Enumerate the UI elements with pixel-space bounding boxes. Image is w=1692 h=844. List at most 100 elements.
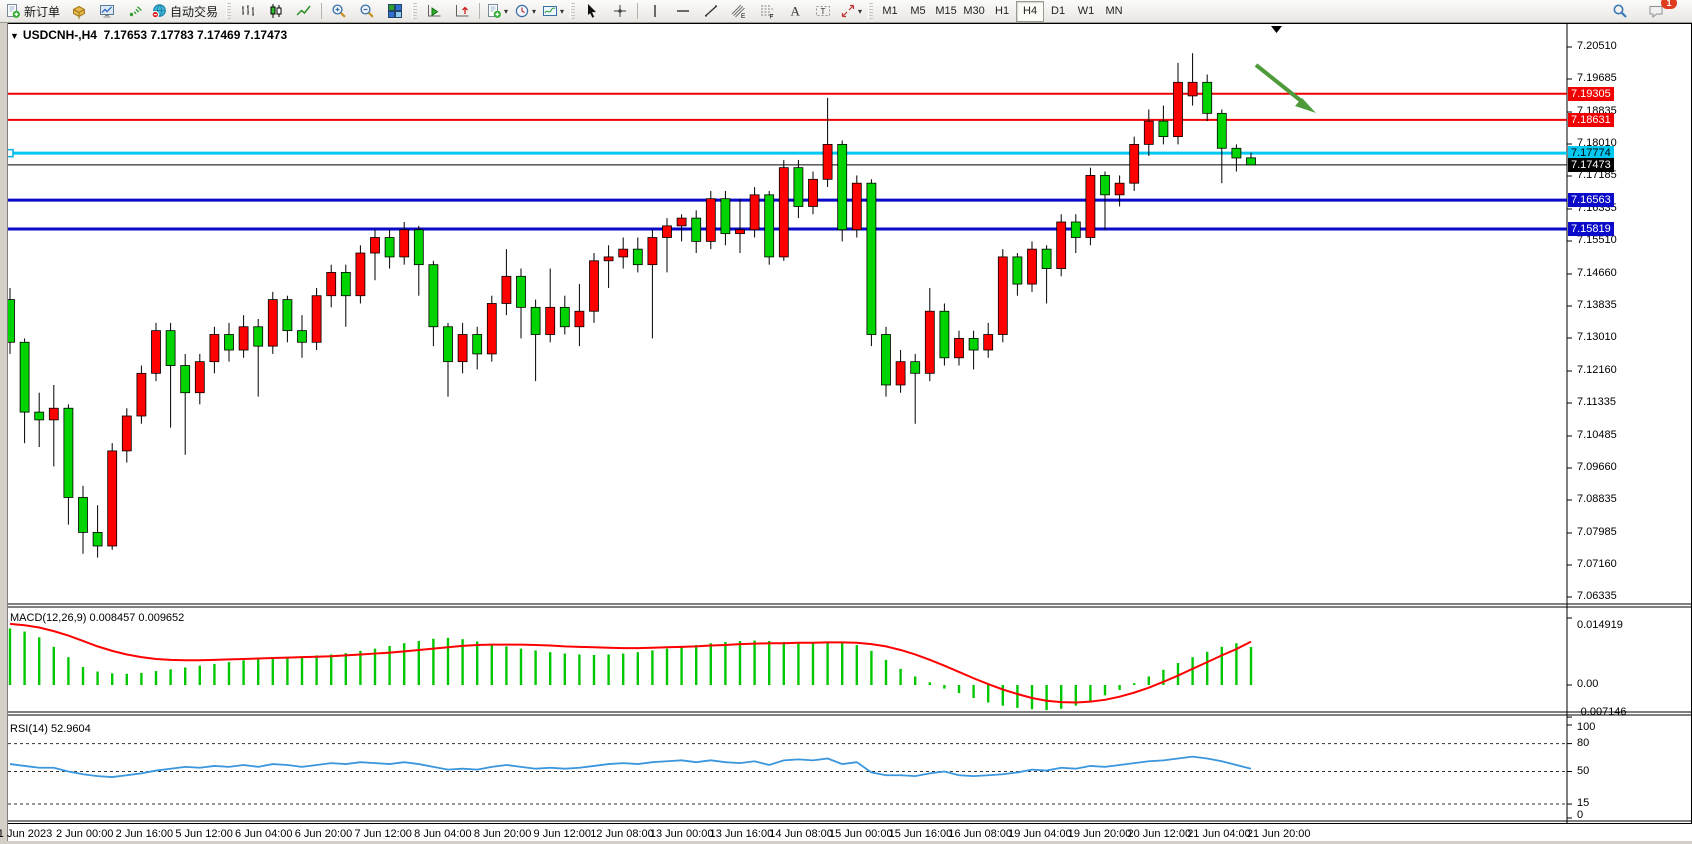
candle-body	[881, 334, 891, 386]
fibonacci-button[interactable]: F	[753, 1, 781, 22]
dropdown-caret-icon[interactable]: ▾	[858, 6, 863, 16]
main-toolbar: 新订单 自动交易 ▾ ▾ ▾ E F A T ▾ M1 M5 M15 M30 H1 H4 D1 W1 MN 1	[0, 0, 1692, 23]
timeframe-d1-button[interactable]: D1	[1051, 5, 1066, 17]
auto-trading-button-label: 自动交易	[170, 4, 219, 19]
templates-button[interactable]: ▾	[539, 1, 567, 22]
macd-axis-label: 0.014919	[1577, 619, 1623, 631]
timeframe-m15-button[interactable]: M15	[935, 5, 957, 17]
candle-body	[574, 310, 585, 328]
candle-body	[1143, 120, 1154, 145]
candle-body	[662, 225, 672, 238]
line-chart-icon	[296, 5, 311, 16]
candle-body	[1246, 157, 1256, 166]
notifications-button[interactable]: 1	[1642, 0, 1677, 22]
timeframe-m5-button[interactable]: M5	[910, 5, 926, 17]
chart-window-button[interactable]	[93, 1, 121, 22]
toolbar-separator	[412, 3, 418, 19]
timeframe-mn-button[interactable]: MN	[1105, 5, 1123, 17]
candle-body	[1114, 182, 1125, 196]
macd-signal-line	[9, 622, 1252, 704]
candle-body	[837, 143, 848, 231]
candle-body	[1173, 81, 1183, 138]
candle-body	[267, 299, 278, 347]
time-axis-label: 8 Jun 04:00	[414, 828, 472, 840]
time-axis-label: 6 Jun 04:00	[235, 828, 293, 840]
tile-windows-button[interactable]	[381, 1, 409, 22]
chart-ohlc-values: 7.17653 7.17783 7.17469 7.17473	[103, 28, 288, 42]
macd-axis-label: 0.00	[1577, 678, 1599, 690]
candle-body	[428, 264, 439, 328]
timeframe-m30-button[interactable]: M30	[963, 5, 985, 17]
bid-price-badge: 7.17473	[1568, 157, 1614, 172]
auto-scroll-icon	[428, 5, 441, 17]
candle-body	[180, 365, 191, 394]
zoom-in-button[interactable]	[325, 1, 353, 22]
new-order-button[interactable]: 新订单	[3, 1, 65, 22]
indicators-icon	[488, 4, 501, 18]
toolbar-separator	[868, 3, 874, 19]
chart-shift-marker-icon[interactable]	[1271, 26, 1282, 33]
vertical-line-button[interactable]	[641, 1, 669, 22]
cursor-button[interactable]	[578, 1, 606, 22]
down-trend-arrow[interactable]	[1254, 63, 1307, 106]
hline-icon	[677, 10, 690, 12]
indicators-button[interactable]: ▾	[483, 1, 511, 22]
chart-plot-svg[interactable]	[0, 23, 1692, 844]
dropdown-caret-icon[interactable]: ▾	[560, 6, 565, 16]
auto-trading-button[interactable]: 自动交易	[149, 1, 223, 22]
trendline-button[interactable]	[697, 1, 725, 22]
candle-body	[48, 407, 59, 421]
toolbar-separator	[321, 3, 323, 19]
candle-body	[1187, 81, 1198, 97]
symbol-dropdown-icon[interactable]: ▼	[10, 31, 19, 41]
candle-body	[983, 334, 994, 351]
text-button[interactable]: A	[781, 1, 809, 22]
zoom-out-button[interactable]	[353, 1, 381, 22]
signal-button[interactable]	[121, 1, 149, 22]
time-axis-label: 21 Jun 20:00	[1246, 828, 1311, 840]
macd-axis-label: -0.007146	[1577, 706, 1627, 719]
svg-text:F: F	[770, 14, 774, 20]
time-axis-label: 8 Jun 20:00	[473, 828, 532, 840]
dropdown-caret-icon[interactable]: ▾	[504, 6, 509, 16]
periods-clock-icon	[515, 4, 529, 18]
timeframe-h1-button[interactable]: H1	[995, 5, 1010, 17]
time-axis-label: 20 Jun 12:00	[1127, 828, 1192, 840]
crosshair-button[interactable]	[606, 1, 634, 22]
timeframe-w1-button[interactable]: W1	[1077, 5, 1095, 17]
notification-count-badge: 1	[1661, 0, 1677, 9]
arrows-button[interactable]: ▾	[837, 1, 865, 22]
periods-button[interactable]: ▾	[511, 1, 539, 22]
toolbar-separator	[479, 3, 481, 19]
price-axis-label: 7.06335	[1577, 590, 1617, 602]
search-button[interactable]	[1606, 1, 1634, 22]
candle-body	[1056, 221, 1067, 269]
rsi-line	[9, 755, 1252, 778]
new-order-icon	[7, 4, 20, 18]
label-button[interactable]: T	[809, 1, 837, 22]
line-chart-button[interactable]	[290, 1, 318, 22]
search-icon	[1613, 4, 1627, 18]
text-icon: A	[791, 4, 801, 19]
time-axis-label: 5 Jun 12:00	[175, 828, 233, 840]
price-axis-label: 7.12160	[1577, 363, 1617, 376]
time-axis-label: 1 Jun 2023	[0, 828, 53, 840]
candlestick-chart-button[interactable]	[262, 1, 290, 22]
candle-body	[589, 260, 599, 312]
chart-shift-button[interactable]	[448, 1, 476, 22]
templates-icon	[543, 6, 558, 16]
chart-window[interactable]: ▼ USDCNH-,H4 7.17653 7.17783 7.17469 7.17…	[0, 23, 1692, 844]
market-watch-button[interactable]	[65, 1, 93, 22]
dropdown-caret-icon[interactable]: ▾	[532, 6, 537, 16]
candle-body	[19, 341, 30, 413]
equidistant-channel-button[interactable]: E	[725, 1, 753, 22]
timeframe-m1-button[interactable]: M1	[882, 5, 898, 17]
bar-chart-button[interactable]	[234, 1, 262, 22]
svg-text:T: T	[821, 7, 826, 16]
auto-scroll-button[interactable]	[420, 1, 448, 22]
bars-chart-icon	[242, 5, 255, 16]
horizontal-line-button[interactable]	[669, 1, 697, 22]
timeframe-h4-button[interactable]: H4	[1016, 0, 1045, 22]
candle-body	[618, 248, 629, 258]
window-left-edge	[0, 23, 8, 844]
